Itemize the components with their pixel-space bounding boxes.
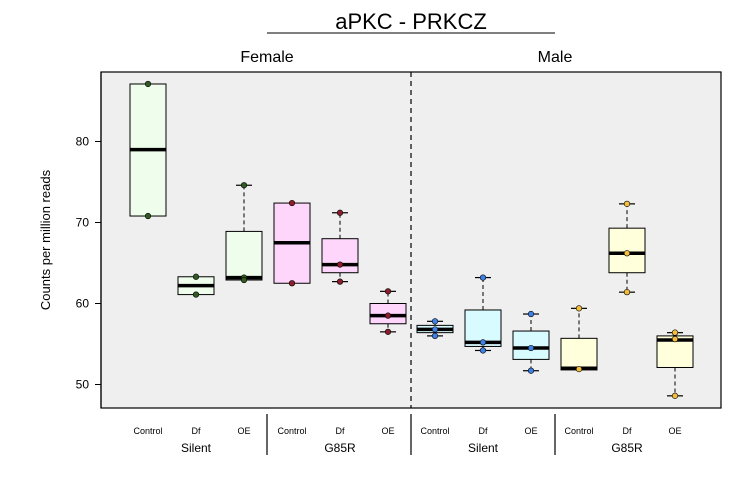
box-female-silent-df: [177, 273, 215, 298]
data-point: [671, 336, 679, 343]
data-point: [623, 250, 631, 257]
box-male-silent-oe: [512, 310, 550, 374]
data-point: [384, 328, 392, 335]
box-male-silent-df: [464, 274, 502, 354]
y-axis: 50 60 70 80: [76, 72, 102, 408]
x-axis: Control Df OE Control Df OE Control Df OE Control…: [133, 414, 682, 455]
x-tick-label: OE: [237, 426, 250, 436]
data-point: [623, 200, 631, 207]
x-tick-label: OE: [381, 426, 394, 436]
data-point: [527, 367, 535, 374]
genotype-label: Silent: [468, 441, 499, 455]
box-female-silent-control: [129, 80, 167, 220]
data-point: [575, 305, 583, 312]
data-point: [575, 366, 583, 373]
y-axis-label: Counts per million reads: [38, 169, 53, 310]
y-tick-label: 80: [76, 135, 90, 149]
genotype-label: G85R: [324, 441, 356, 455]
box-male-g85r-control: [560, 305, 598, 373]
x-tick-label: OE: [668, 426, 681, 436]
x-tick-label: Control: [564, 426, 593, 436]
panel-label-female: Female: [240, 49, 293, 66]
box-female-g85r-df: [321, 209, 359, 285]
x-tick-label: Df: [479, 426, 488, 436]
chart-title: aPKC - PRKCZ: [335, 9, 487, 34]
data-point: [144, 212, 152, 220]
x-tick-label: Control: [133, 426, 162, 436]
data-point: [431, 318, 439, 325]
box-male-silent-control: [416, 318, 454, 340]
box-body: [560, 337, 598, 371]
genotype-label: G85R: [611, 441, 643, 455]
data-point: [144, 80, 152, 88]
data-point: [288, 199, 296, 207]
box-body: [225, 230, 263, 281]
x-tick-label: Df: [192, 426, 201, 436]
box-male-g85r-df: [608, 200, 646, 296]
x-tick-label: Control: [420, 426, 449, 436]
y-tick-label: 50: [76, 378, 90, 392]
data-point: [336, 278, 344, 285]
box-male-g85r-oe: [656, 329, 694, 399]
data-point: [671, 329, 679, 336]
x-tick-label: Df: [336, 426, 345, 436]
data-point: [479, 274, 487, 281]
data-point: [479, 339, 487, 346]
data-point: [431, 326, 439, 333]
box-female-g85r-control: [273, 199, 311, 287]
data-point: [384, 288, 392, 295]
data-point: [527, 344, 535, 352]
data-point: [336, 261, 344, 268]
x-tick-label: OE: [524, 426, 537, 436]
data-point: [623, 289, 631, 296]
data-point: [240, 276, 248, 284]
data-point: [240, 182, 248, 189]
box-female-silent-oe: [225, 182, 263, 284]
data-point: [336, 209, 344, 216]
data-point: [192, 273, 200, 280]
x-tick-label: Df: [623, 426, 632, 436]
data-point: [384, 312, 392, 319]
data-point: [671, 392, 679, 399]
genotype-label: Silent: [181, 441, 212, 455]
panel-label-male: Male: [538, 49, 573, 66]
data-point: [527, 310, 535, 318]
x-tick-label: Control: [277, 426, 306, 436]
data-point: [288, 280, 296, 287]
data-point: [431, 332, 439, 340]
data-point: [192, 291, 200, 298]
y-tick-label: 60: [76, 297, 90, 311]
data-point: [479, 347, 487, 354]
box-series: [129, 80, 694, 399]
y-tick-label: 70: [76, 216, 90, 230]
box-female-g85r-oe: [369, 288, 407, 335]
